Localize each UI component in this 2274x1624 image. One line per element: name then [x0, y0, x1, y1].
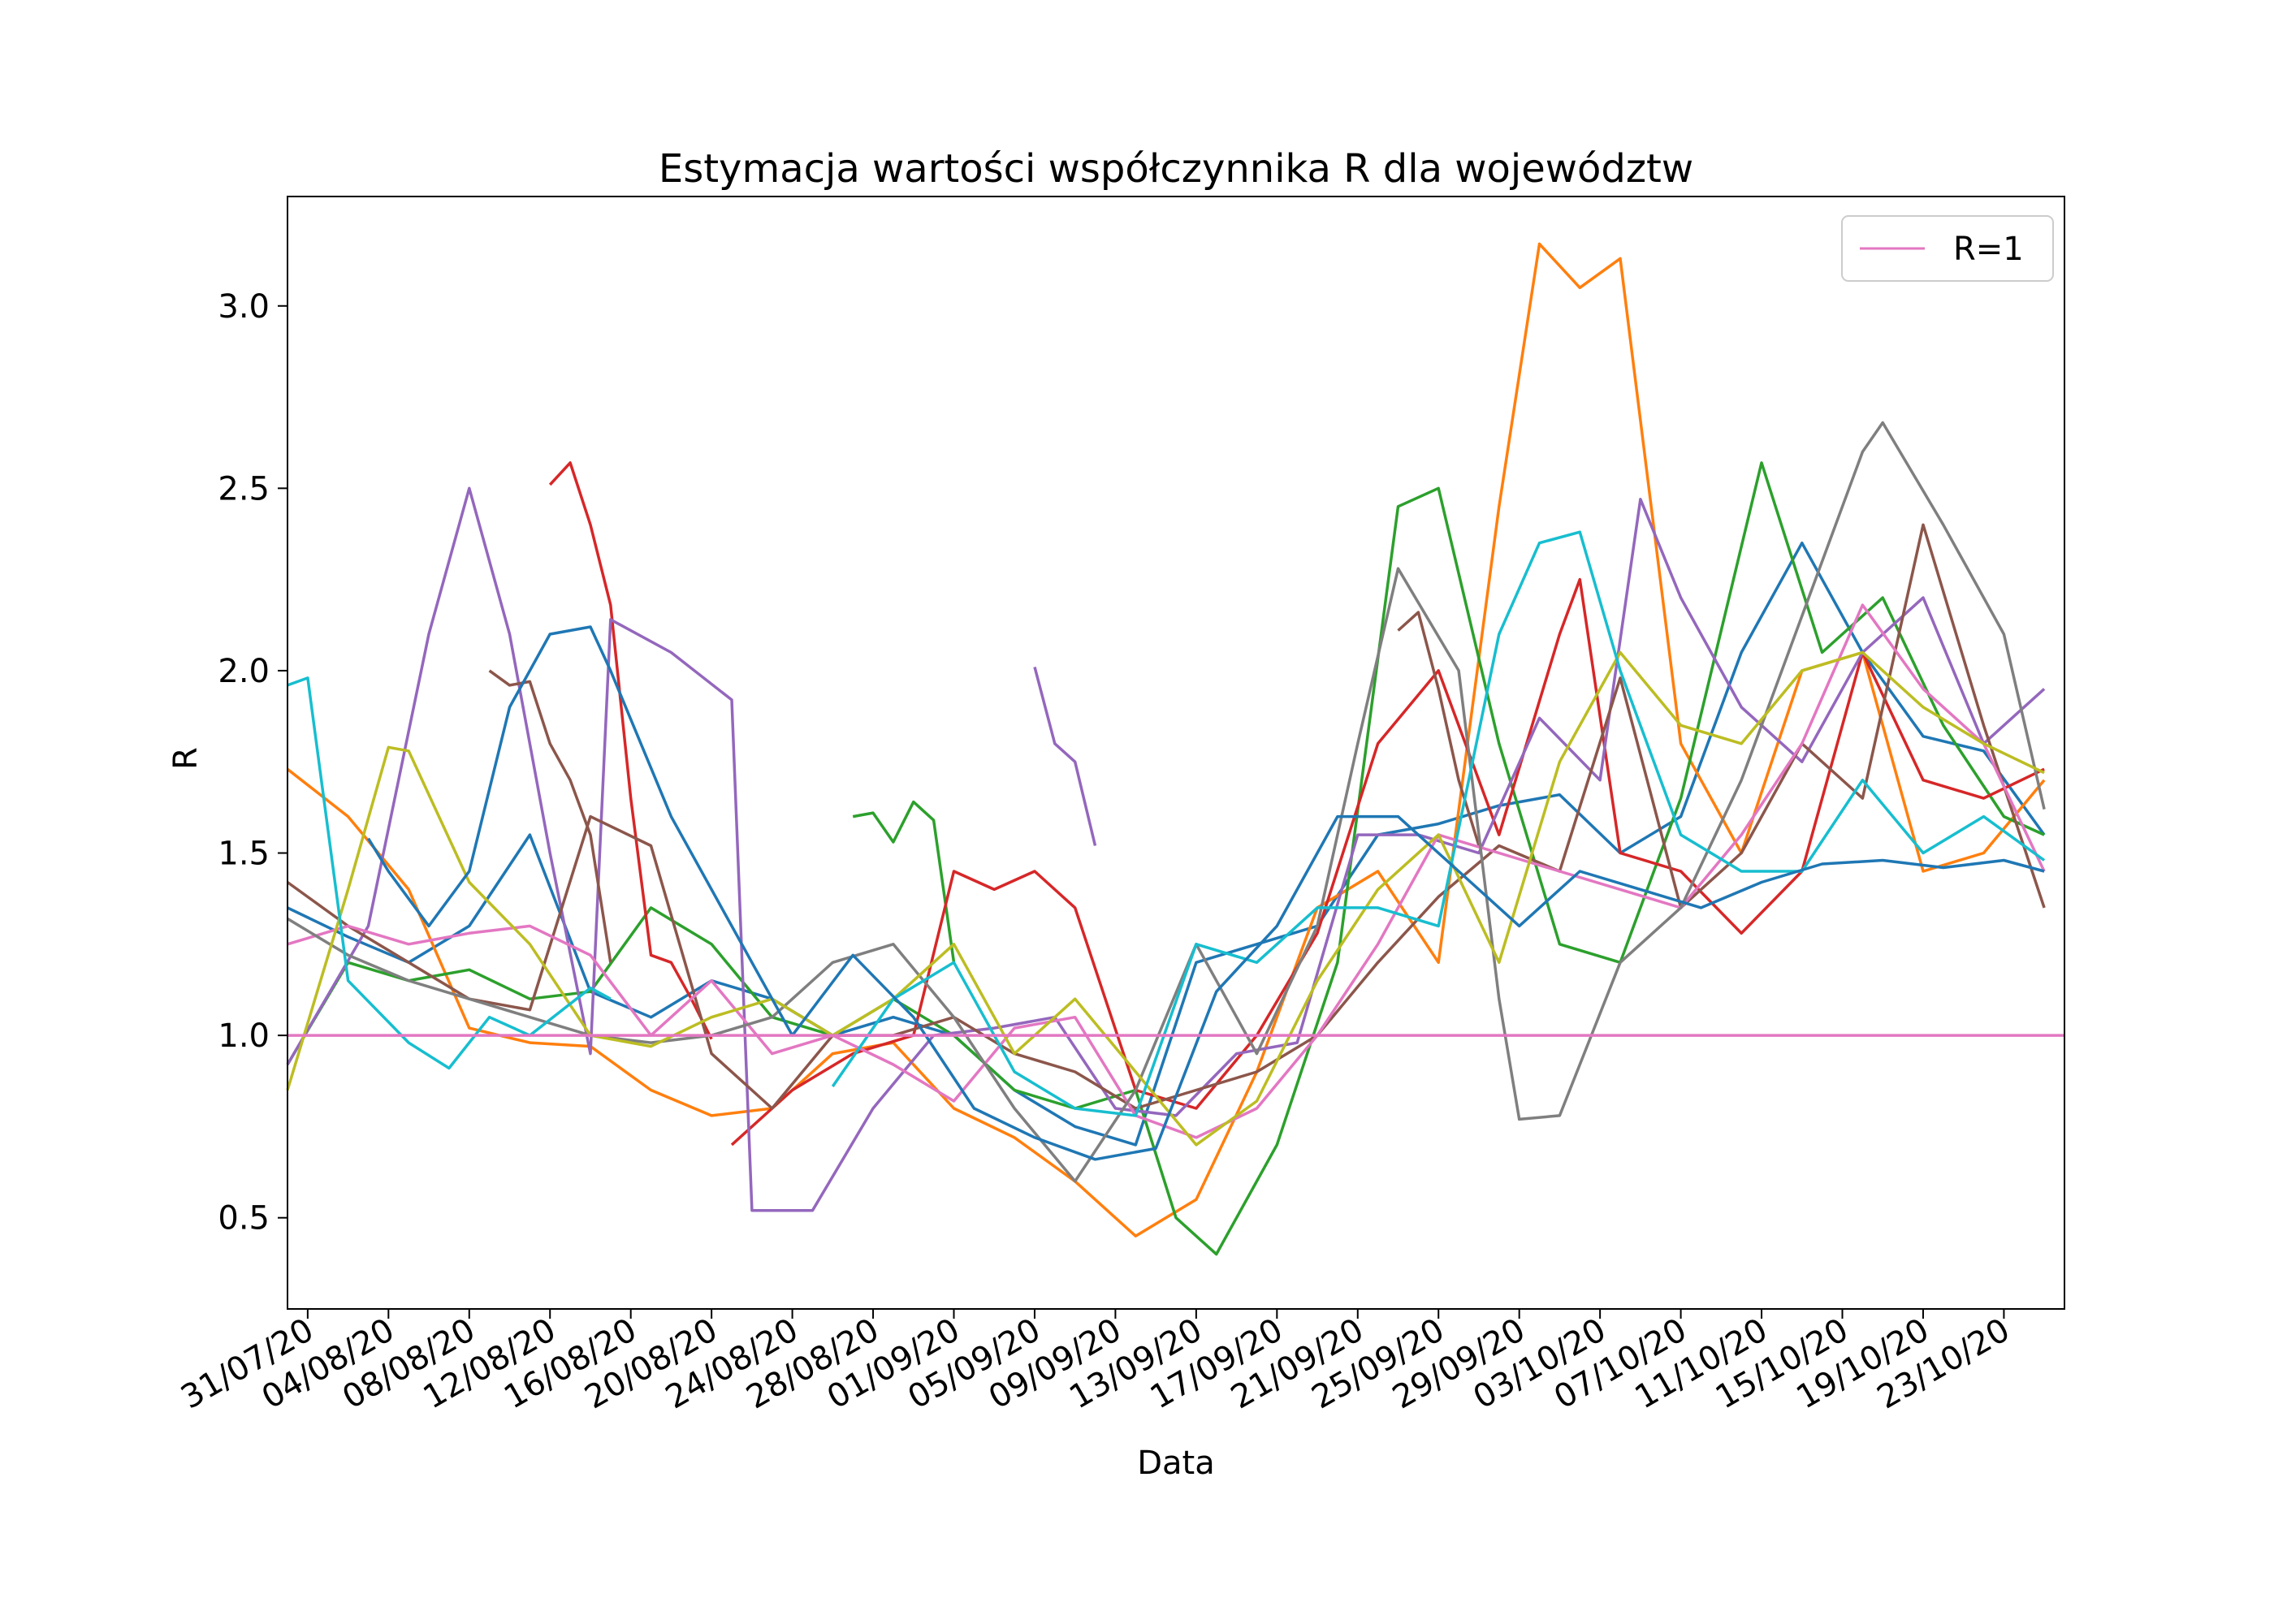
- series-line-4: [852, 800, 956, 963]
- series-line-5: [548, 461, 713, 1040]
- series-line-9: [286, 523, 2046, 1110]
- series-line-7: [286, 486, 2046, 1212]
- series-line-8: [1033, 666, 1097, 846]
- series-line-17: [367, 625, 2045, 1161]
- series-line-14: [286, 650, 2045, 1147]
- series-line-3: [286, 461, 2045, 1256]
- series-line-10: [488, 669, 612, 963]
- y-tick-label-2: 1.5: [218, 836, 270, 873]
- series-line-12: [287, 603, 2046, 1139]
- y-tick-label-1: 1.0: [218, 1017, 270, 1055]
- series-line-16: [831, 530, 2046, 1117]
- y-tick-label-4: 2.5: [218, 470, 270, 508]
- y-axis-ticks: 0.5 1.0 1.5 2.0 2.5 3.0: [218, 288, 287, 1237]
- series-line-1: [287, 541, 2046, 1147]
- legend-box: [1841, 215, 2054, 282]
- plot-frame: [287, 196, 2065, 1310]
- y-tick-label-5: 3.0: [218, 288, 270, 326]
- y-tick-label-0: 0.5: [218, 1200, 270, 1237]
- y-axis-title: R: [167, 747, 205, 770]
- x-axis-title: Data: [1137, 1445, 1215, 1482]
- legend-label-r1: R=1: [1953, 231, 2024, 268]
- series-line-15: [287, 676, 612, 1070]
- y-tick-label-3: 2.0: [218, 653, 270, 690]
- legend: R=1: [1841, 215, 2054, 282]
- chart-title: Estymacja wartości współczynnika R dla w…: [659, 146, 1693, 192]
- series-layer: [286, 242, 2046, 1256]
